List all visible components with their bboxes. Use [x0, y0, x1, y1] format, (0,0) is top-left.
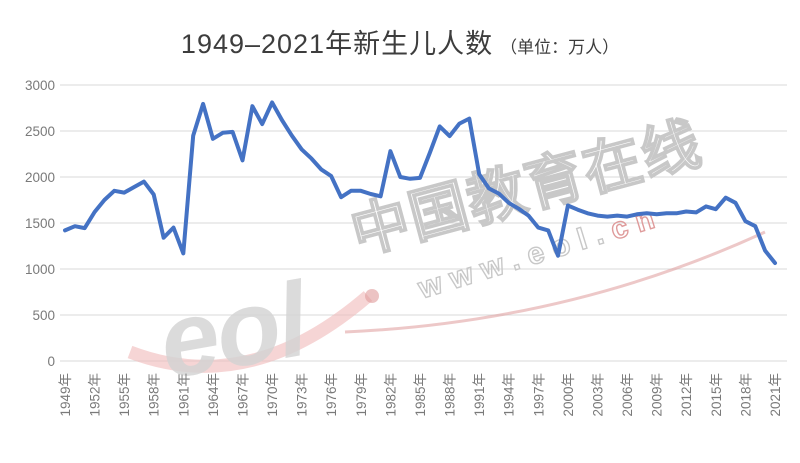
x-axis-tick-label: 1949年: [58, 373, 73, 417]
x-axis-tick-label: 2012年: [679, 373, 694, 417]
x-axis-tick-label: 1991年: [472, 373, 487, 417]
watermark-logo-text: eol: [151, 260, 319, 401]
x-axis-tick-label: 1979年: [354, 373, 369, 417]
x-axis-tick-label: 2018年: [738, 373, 753, 417]
x-axis-tick-label: 1952年: [88, 373, 103, 417]
x-axis-tick-label: 2000年: [561, 373, 576, 417]
x-axis-tick-label: 2003年: [590, 373, 605, 417]
y-axis-tick-label: 3000: [25, 78, 55, 93]
watermark-swoosh: [344, 230, 766, 334]
chart-title: 1949–2021年新生儿人数 （单位：万人）: [0, 22, 800, 61]
y-axis-tick-label: 500: [32, 308, 55, 323]
x-axis-tick-label: 1961年: [176, 373, 191, 417]
x-axis-tick-label: 2009年: [650, 373, 665, 417]
x-axis-tick-label: 1994年: [502, 373, 517, 417]
y-axis-tick-label: 2000: [25, 170, 55, 185]
x-axis-tick-label: 1958年: [147, 373, 162, 417]
x-axis-tick-label: 1973年: [295, 373, 310, 417]
x-axis-tick-label: 1982年: [383, 373, 398, 417]
x-axis-tick-label: 1976年: [324, 373, 339, 417]
watermark-logo-dot: [365, 289, 379, 303]
x-axis-tick-label: 1985年: [413, 373, 428, 417]
newborn-line: [63, 100, 777, 265]
watermark-logo-swoosh: [127, 291, 373, 373]
y-axis-tick-label: 2500: [25, 124, 55, 139]
x-axis-tick-label: 1988年: [443, 373, 458, 417]
x-axis-tick-label: 1970年: [265, 373, 280, 417]
x-axis-tick-label: 2021年: [768, 373, 783, 417]
y-axis-tick-label: 1500: [25, 216, 55, 231]
y-axis-tick-label: 1000: [25, 262, 55, 277]
x-axis-tick-label: 2015年: [709, 373, 724, 417]
x-axis-tick-label: 1997年: [531, 373, 546, 417]
x-axis-tick-label: 1967年: [235, 373, 250, 417]
chart-unit-text: （单位：万人）: [500, 38, 620, 57]
y-axis-tick-label: 0: [47, 354, 55, 369]
x-axis-tick-label: 2006年: [620, 373, 635, 417]
chart-title-text: 1949–2021年新生儿人数: [180, 29, 494, 59]
x-axis-tick-label: 1964年: [206, 373, 221, 417]
x-axis-tick-label: 1955年: [117, 373, 132, 417]
